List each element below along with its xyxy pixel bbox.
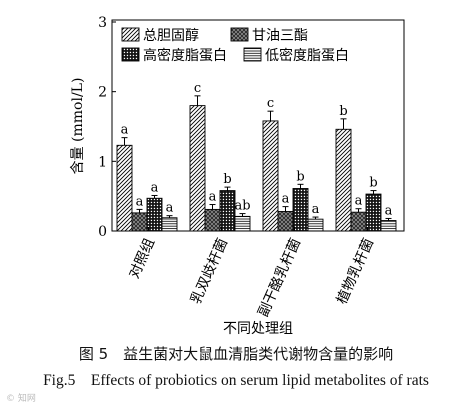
y-axis: 0 1 2 3 [98,15,116,240]
bar-1-0 [131,212,148,232]
significance-label: b [339,104,347,119]
significance-label: a [355,194,363,209]
y-tick-label: 1 [98,154,107,170]
figure-caption-chinese: 图 5 益生菌对大鼠血清脂类代谢物含量的影响 [78,345,394,363]
bar-1-3 [350,211,367,232]
significance-label: b [369,176,377,191]
legend-label: 总胆固醇 [143,27,199,44]
bar-3-1 [234,215,251,232]
bar-3-0 [161,217,178,232]
significance-label: b [296,169,304,184]
significance-label: a [282,192,290,207]
bar-1-2 [277,211,294,232]
legend-label: 低密度脂蛋白 [265,47,349,64]
legend-label: 高密度脂蛋白 [143,47,227,64]
x-axis-label: 不同处理组 [223,321,293,337]
significance-label: a [151,180,159,195]
figure-caption-english: Fig.5 Effects of probiotics on serum lip… [43,372,429,389]
watermark: © 知网 [6,394,36,404]
legend-swatch [121,47,140,62]
bar-0-2 [262,120,279,232]
y-tick-label: 3 [98,15,107,31]
x-tick-label: 副干酪乳杆菌 [255,236,304,319]
x-tick-label: 乳双歧杆菌 [188,236,231,306]
significance-label: ab [234,199,250,214]
y-tick-label: 0 [98,224,107,240]
bar-3-3 [380,220,397,232]
legend-swatch [121,27,140,42]
legend-swatch [230,27,249,42]
significance-label: a [136,194,144,209]
bar-2-2 [292,188,309,232]
significance-label: a [209,190,217,205]
x-axis: 对照组 乳双歧杆菌 副干酪乳杆菌 植物乳杆菌 [126,227,377,319]
bar-2-0 [146,197,163,232]
significance-label: a [121,123,129,138]
x-tick-label: 植物乳杆菌 [334,236,377,306]
y-tick-label: 2 [98,85,107,101]
significance-label: a [385,203,393,218]
bar-0-3 [335,128,352,232]
bar-0-0 [116,144,133,232]
bar-3-2 [307,218,324,232]
x-tick-label: 对照组 [126,236,158,281]
significance-label: c [267,96,274,111]
significance-label: b [223,172,231,187]
legend-swatch [243,47,262,62]
significance-label: a [312,202,320,217]
bar-2-1 [219,190,236,232]
significance-label: c [194,81,201,96]
bar-1-1 [204,208,221,232]
legend-label: 甘油三酯 [252,28,308,44]
plot-frame [111,19,405,232]
y-axis-label: 含量 (mmol/L) [70,78,86,175]
significance-label: a [166,201,174,216]
bar-0-1 [189,105,206,232]
bar-2-3 [365,193,382,232]
